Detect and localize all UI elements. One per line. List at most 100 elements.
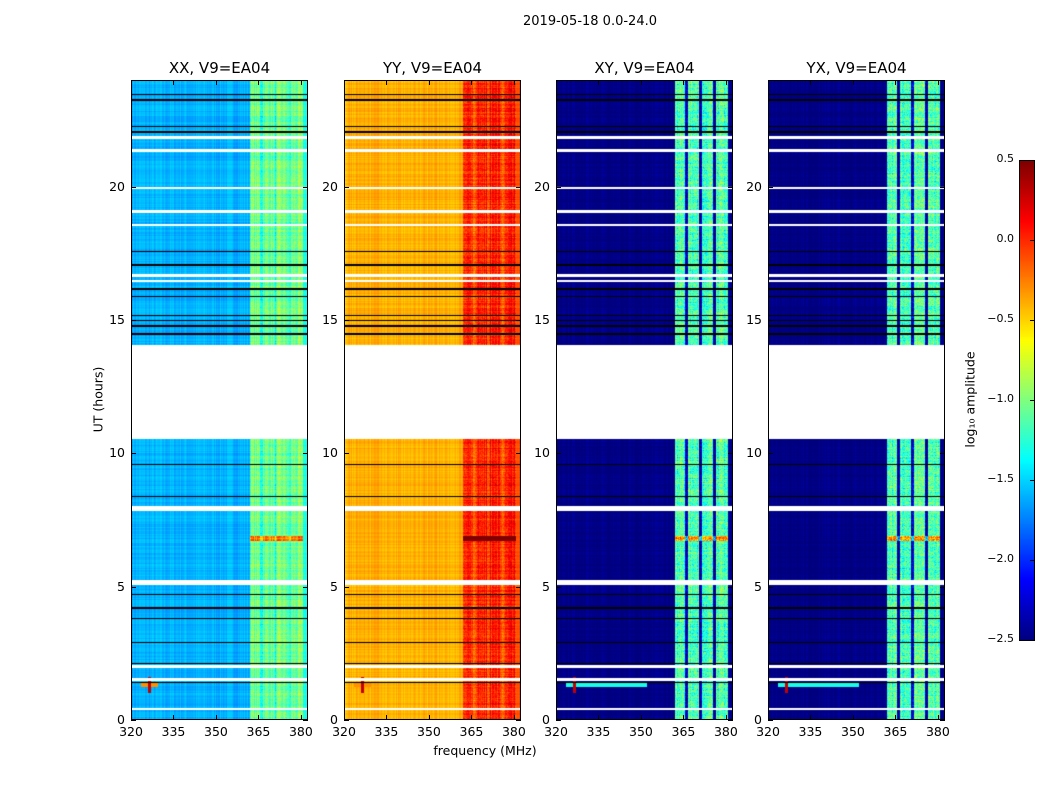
y-tick-mark — [940, 586, 945, 588]
x-tick-mark — [215, 80, 217, 85]
y-tick-mark — [556, 586, 561, 588]
x-tick-mark — [852, 80, 854, 85]
y-tick-mark — [131, 453, 136, 455]
x-tick-mark — [810, 80, 812, 85]
x-tick-mark — [386, 715, 388, 720]
x-tick-mark — [725, 80, 727, 85]
y-tick-mark — [728, 453, 733, 455]
x-tick-mark — [513, 715, 515, 720]
panel-title: YX, V9=EA04 — [806, 59, 907, 77]
x-tick-label: 380 — [288, 724, 313, 739]
x-tick-mark — [852, 715, 854, 720]
x-tick-mark — [471, 80, 473, 85]
x-tick-mark — [768, 80, 769, 85]
y-tick-mark — [556, 320, 561, 321]
y-tick-mark — [940, 453, 945, 455]
y-tick-mark — [768, 586, 773, 588]
colorbar-tick-label: −1.0 — [987, 392, 1014, 405]
x-tick-mark — [937, 80, 939, 85]
x-tick-label: 335 — [374, 724, 399, 739]
x-tick-mark — [131, 80, 132, 85]
figure-title: 2019-05-18 0.0-24.0 — [523, 14, 657, 29]
panel-title: XX, V9=EA04 — [168, 59, 271, 77]
x-tick-mark — [937, 715, 939, 720]
x-tick-mark — [683, 715, 685, 720]
x-tick-mark — [344, 715, 345, 720]
heatmap-panel — [131, 80, 308, 720]
colorbar-tick-mark — [1030, 480, 1035, 481]
y-tick-mark — [556, 186, 561, 188]
y-axis-label: UT (hours) — [90, 366, 106, 433]
y-tick-mark — [303, 320, 308, 321]
x-tick-label: 335 — [161, 724, 186, 739]
x-tick-mark — [768, 715, 769, 720]
colorbar-tick-mark — [1030, 240, 1035, 241]
x-tick-label: 380 — [713, 724, 738, 739]
y-tick-label: 10 — [746, 445, 762, 461]
y-tick-mark — [556, 720, 561, 721]
x-tick-mark — [895, 80, 897, 85]
heatmap-panel — [344, 80, 521, 720]
y-tick-mark — [516, 453, 521, 455]
y-tick-label: 15 — [322, 312, 338, 327]
y-tick-label: 15 — [109, 312, 125, 327]
x-tick-mark — [895, 715, 897, 720]
y-tick-mark — [728, 720, 733, 721]
x-tick-mark — [428, 715, 430, 720]
y-tick-label: 0 — [754, 712, 762, 727]
x-tick-mark — [810, 715, 812, 720]
heatmap-panel — [768, 80, 945, 720]
x-tick-mark — [258, 715, 260, 720]
x-tick-label: 350 — [204, 724, 228, 739]
y-tick-mark — [556, 453, 561, 455]
colorbar-tick-label: −2.0 — [987, 552, 1014, 565]
colorbar-tick-label: −1.5 — [987, 472, 1014, 485]
x-axis-label: frequency (MHz) — [433, 743, 537, 758]
colorbar-tick-mark — [1030, 320, 1035, 321]
x-tick-label: 320 — [119, 724, 143, 739]
x-tick-mark — [215, 715, 217, 720]
x-tick-mark — [513, 80, 515, 85]
y-tick-label: 10 — [322, 445, 338, 461]
x-tick-mark — [640, 80, 642, 85]
y-tick-label: 0 — [542, 712, 550, 727]
x-tick-mark — [598, 715, 600, 720]
y-tick-mark — [344, 453, 349, 455]
y-tick-mark — [940, 720, 945, 721]
x-tick-mark — [300, 715, 302, 720]
y-tick-label: 0 — [117, 712, 125, 727]
x-tick-label: 380 — [501, 724, 526, 739]
x-tick-mark — [428, 80, 430, 85]
colorbar-tick-mark — [1030, 160, 1035, 161]
x-tick-mark — [300, 80, 302, 85]
heatmap-image — [769, 81, 944, 719]
x-tick-label: 365 — [459, 724, 484, 739]
y-tick-mark — [940, 320, 945, 321]
colorbar-tick-mark — [1030, 400, 1035, 401]
x-tick-label: 320 — [544, 724, 568, 739]
y-tick-label: 10 — [534, 445, 550, 461]
x-tick-mark — [173, 80, 175, 85]
y-tick-mark — [940, 186, 945, 188]
y-tick-mark — [303, 453, 308, 455]
y-tick-label: 15 — [534, 312, 550, 327]
y-tick-mark — [768, 720, 773, 721]
y-tick-mark — [516, 186, 521, 188]
heatmap-image — [557, 81, 732, 719]
x-tick-mark — [471, 715, 473, 720]
y-tick-label: 0 — [330, 712, 338, 727]
y-tick-mark — [516, 320, 521, 321]
x-tick-mark — [640, 715, 642, 720]
x-tick-label: 350 — [841, 724, 865, 739]
y-tick-mark — [131, 320, 136, 321]
x-tick-mark — [131, 715, 132, 720]
x-tick-mark — [556, 715, 557, 720]
y-tick-mark — [516, 586, 521, 588]
x-tick-mark — [173, 715, 175, 720]
colorbar-tick-label: 0.0 — [996, 232, 1015, 245]
x-tick-label: 320 — [756, 724, 780, 739]
y-tick-mark — [728, 186, 733, 188]
y-tick-mark — [344, 720, 349, 721]
colorbar-tick-mark — [1030, 560, 1035, 561]
